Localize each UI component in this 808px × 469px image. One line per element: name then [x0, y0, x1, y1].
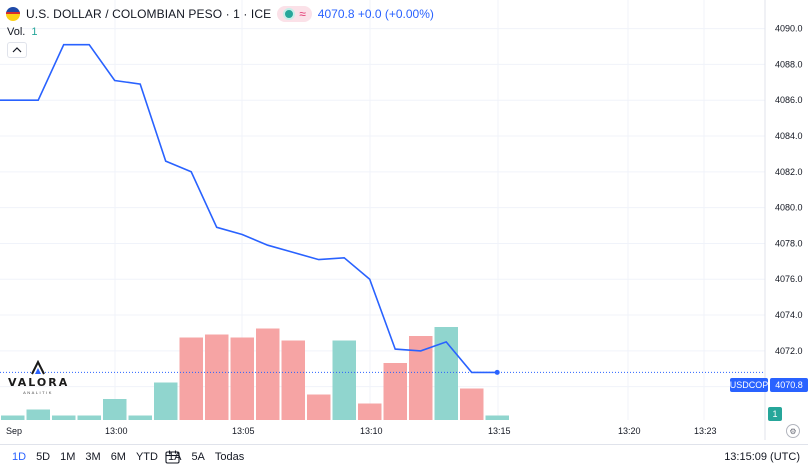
y-tick-label: 4076.0: [775, 274, 803, 284]
volume-bar: [205, 334, 229, 420]
price-series: [0, 43, 765, 375]
logo-wordmark: VALORA: [8, 376, 70, 389]
volume-bar: [332, 340, 356, 420]
range-button-6m[interactable]: 6M: [110, 451, 126, 463]
symbol-title[interactable]: U.S. DOLLAR / COLOMBIAN PESO · 1 · ICE: [26, 7, 272, 21]
range-button-5a[interactable]: 5A: [191, 451, 205, 463]
logo-mark-icon: [31, 360, 45, 375]
x-tick-label: 13:20: [618, 426, 641, 436]
last-price-tag: 4070.8: [770, 378, 808, 392]
volume-bar: [77, 415, 101, 420]
utc-clock[interactable]: 13:15:09 (UTC): [724, 451, 800, 463]
date-range-buttons: 1D 5D 1M 3M 6M YTD 1A 5A Todas: [12, 451, 244, 463]
range-button-3m[interactable]: 3M: [85, 451, 101, 463]
volume-tag: 1: [768, 407, 782, 421]
volume-bar: [434, 327, 458, 420]
market-open-dot-icon: [283, 8, 296, 20]
range-button-todas[interactable]: Todas: [214, 451, 245, 463]
chart-legend-header: U.S. DOLLAR / COLOMBIAN PESO · 1 · ICE ≈…: [6, 4, 434, 24]
y-tick-label: 4072.0: [775, 346, 803, 356]
x-tick-label: 13:15: [488, 426, 511, 436]
volume-bar: [485, 415, 509, 420]
price-readout: 4070.8 +0.0 (+0.00%): [317, 7, 434, 21]
y-tick-label: 4086.0: [775, 95, 803, 105]
valora-analitik-logo: VALORA ANALITIK: [8, 360, 68, 398]
price-line: [0, 43, 498, 374]
volume-bar: [281, 340, 305, 420]
volume-bar: [52, 415, 76, 420]
y-tick-label: 4080.0: [775, 203, 803, 213]
market-status-pill[interactable]: ≈: [277, 6, 312, 22]
volume-bar: [256, 328, 280, 420]
chart-area[interactable]: 4070.04072.04074.04076.04078.04080.04082…: [0, 0, 808, 440]
volume-bar: [230, 337, 254, 420]
chevron-up-icon: [12, 47, 22, 53]
volume-bar: [460, 388, 484, 420]
volume-bar: [179, 337, 203, 420]
bottom-toolbar: 1D 5D 1M 3M 6M YTD 1A 5A Todas 13:15:09 (UTC): [0, 444, 808, 469]
volume-bar: [358, 403, 382, 420]
y-tick-label: 4078.0: [775, 238, 803, 248]
x-tick-label: 13:00: [105, 426, 128, 436]
logo-tagline: ANALITIK: [23, 390, 53, 395]
x-tick-label: 13:05: [232, 426, 255, 436]
symbol-price-tag: USDCOP: [729, 378, 769, 392]
y-tick-label: 4084.0: [775, 131, 803, 141]
volume-bar: [307, 394, 331, 420]
range-button-ytd[interactable]: YTD: [135, 451, 158, 463]
delayed-data-icon: ≈: [299, 7, 306, 21]
volume-bar: [154, 382, 178, 420]
last-price-point: [494, 369, 500, 375]
x-tick-label: 13:23: [694, 426, 717, 436]
y-tick-label: 4074.0: [775, 310, 803, 320]
volume-legend: Vol. 1: [7, 26, 37, 38]
volume-value: 1: [31, 26, 38, 38]
volume-bars: [1, 327, 509, 420]
range-button-1d[interactable]: 1D: [12, 451, 27, 463]
y-tick-label: 4088.0: [775, 59, 803, 69]
range-button-1m[interactable]: 1M: [60, 451, 76, 463]
volume-bar: [1, 415, 25, 420]
x-tick-label: Sep: [6, 426, 22, 436]
x-tick-label: 13:10: [360, 426, 383, 436]
grid: [0, 0, 765, 420]
volume-label: Vol.: [7, 26, 26, 38]
volume-bar: [103, 399, 127, 420]
range-button-1a[interactable]: 1A: [167, 451, 182, 463]
collapse-legend-button[interactable]: [7, 42, 27, 58]
volume-bar: [128, 415, 152, 420]
volume-bar: [409, 336, 433, 420]
y-tick-label: 4082.0: [775, 167, 803, 177]
volume-bar: [383, 363, 407, 420]
range-button-5d[interactable]: 5D: [36, 451, 51, 463]
y-tick-label: 4090.0: [775, 24, 803, 34]
date-range-calendar-icon[interactable]: [165, 450, 181, 464]
us-colombia-flag-icon: [6, 7, 20, 21]
axis-settings-gear-icon[interactable]: ⚙: [786, 424, 800, 438]
volume-bar: [26, 409, 50, 420]
